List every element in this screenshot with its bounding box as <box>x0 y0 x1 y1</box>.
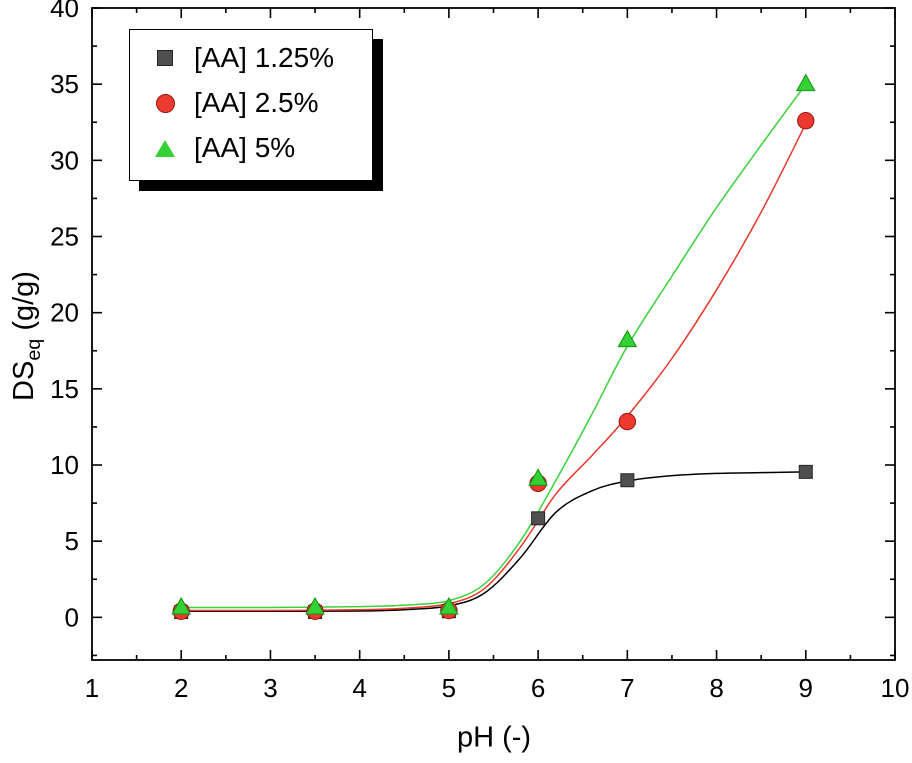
x-tick-label: 4 <box>352 673 366 703</box>
y-tick-label: 30 <box>50 145 79 175</box>
x-axis-title: pH (-) <box>456 721 532 754</box>
legend-item: [AA] 1.25% <box>154 40 334 76</box>
y-axis-title-subscript: eq <box>22 338 45 361</box>
series-2-triangle-marker <box>528 468 548 486</box>
legend-label: [AA] 2.5% <box>194 87 319 118</box>
legend: [AA] 1.25% [AA] 2.5% [AA] 5% <box>129 29 374 181</box>
series-line-0 <box>181 471 806 613</box>
series-2-triangle-marker <box>171 596 192 615</box>
x-tick-label: 8 <box>709 673 723 703</box>
legend-marker-box <box>154 50 176 66</box>
series-0-square-marker <box>620 473 635 488</box>
series-2-triangle-marker <box>795 73 816 92</box>
legend-item: [AA] 5% <box>154 130 334 166</box>
legend-marker-box <box>154 93 176 113</box>
y-tick-label: 20 <box>50 298 79 328</box>
y-axis-title-units: (g/g) <box>8 271 41 339</box>
y-axis-title-base: DS <box>8 360 41 401</box>
x-tick-label: 10 <box>881 673 910 703</box>
x-tick-label: 9 <box>799 673 813 703</box>
series-1-circle-marker <box>797 112 815 130</box>
series-line-1 <box>181 123 807 612</box>
series-2-triangle-marker <box>617 329 638 348</box>
y-tick-label: 0 <box>65 602 79 632</box>
x-tick-label: 7 <box>620 673 634 703</box>
y-tick-label: 15 <box>50 374 79 404</box>
square-marker-icon <box>157 50 173 66</box>
legend-marker-box <box>154 139 176 157</box>
series-0-square-marker <box>798 464 813 479</box>
series-line-2 <box>181 83 807 609</box>
triangle-marker-icon <box>155 139 175 157</box>
x-tick-label: 3 <box>263 673 277 703</box>
legend-label: [AA] 1.25% <box>194 42 335 73</box>
x-tick-label: 5 <box>442 673 456 703</box>
circle-marker-icon <box>155 93 175 113</box>
y-tick-label: 35 <box>50 69 79 99</box>
y-tick-label: 40 <box>50 0 79 23</box>
x-tick-label: 6 <box>531 673 545 703</box>
y-tick-label: 25 <box>50 222 79 252</box>
series-2-triangle-marker <box>439 596 459 615</box>
legend-label: [AA] 5% <box>194 132 296 163</box>
series-2-triangle-marker <box>305 596 325 615</box>
y-tick-label: 5 <box>65 526 79 556</box>
x-tick-label: 2 <box>174 673 188 703</box>
y-tick-label: 10 <box>50 450 79 480</box>
legend-item: [AA] 2.5% <box>154 85 334 121</box>
y-axis-title: DSeq (g/g) <box>8 271 46 401</box>
series-0-square-marker <box>531 511 546 526</box>
series-1-circle-marker <box>618 412 637 431</box>
x-tick-label: 1 <box>85 673 99 703</box>
